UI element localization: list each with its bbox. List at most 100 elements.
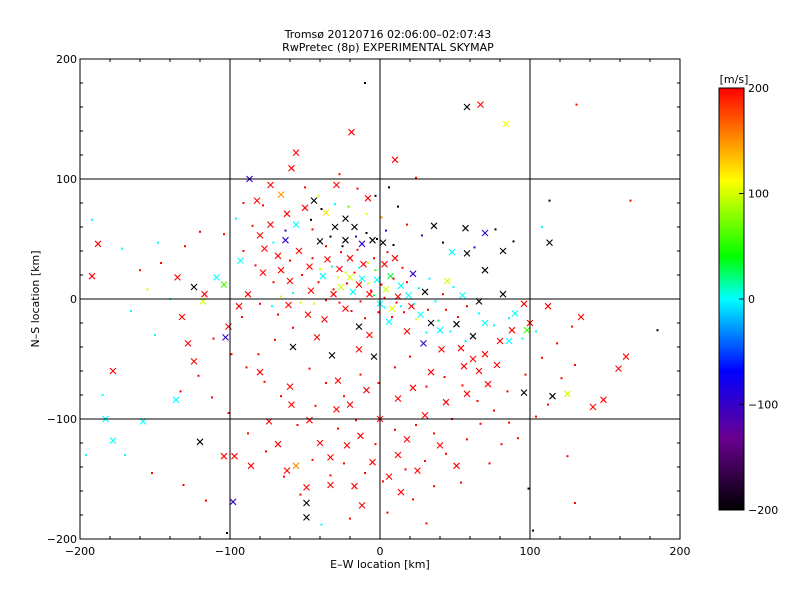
- data-point-cross: [391, 254, 399, 262]
- data-point-cross: [363, 386, 370, 394]
- data-point-dot: [356, 248, 359, 251]
- data-point-cross: [382, 286, 390, 293]
- data-point-dot: [329, 235, 332, 238]
- data-point-dot: [506, 390, 509, 393]
- data-point-cross: [469, 355, 477, 363]
- data-point-dot: [380, 216, 383, 219]
- data-point-dot: [376, 238, 378, 240]
- data-point-cross: [421, 288, 429, 296]
- data-point-dot: [500, 443, 503, 446]
- data-point-dot: [392, 244, 395, 246]
- data-point-dot: [385, 229, 387, 232]
- data-point-dot: [349, 517, 351, 520]
- data-point-cross: [222, 334, 229, 341]
- data-point-cross: [391, 156, 399, 164]
- chart-title: Tromsø 20120716 02:06:00–02:07:43: [284, 28, 492, 41]
- data-point-dot: [304, 186, 306, 189]
- data-point-dot: [473, 246, 476, 249]
- data-point-cross: [459, 292, 466, 299]
- data-point-cross: [256, 232, 264, 239]
- data-point-dot: [415, 176, 417, 179]
- data-point-dot: [442, 293, 444, 296]
- data-point-cross: [442, 398, 450, 406]
- data-point-cross: [349, 288, 357, 296]
- data-point-dot: [517, 437, 519, 440]
- data-point-cross: [457, 344, 465, 352]
- data-point-dot: [274, 338, 276, 341]
- data-point-cross: [511, 310, 519, 317]
- data-point-cross: [421, 412, 429, 419]
- colorbar-tick-label: −200: [748, 504, 778, 517]
- y-tick-label: 0: [70, 293, 77, 306]
- data-point-cross: [373, 276, 381, 284]
- data-point-dot: [332, 288, 335, 291]
- data-point-dot: [377, 382, 380, 384]
- data-point-cross: [303, 484, 310, 491]
- data-point-cross: [369, 458, 376, 466]
- data-point-dot: [574, 364, 576, 366]
- data-point-cross: [327, 481, 334, 489]
- data-point-dot: [242, 250, 245, 252]
- data-point-dot: [359, 373, 362, 376]
- data-point-dot: [292, 326, 294, 329]
- data-point-cross: [196, 438, 204, 446]
- data-point-cross: [346, 254, 354, 262]
- data-point-cross: [381, 260, 388, 268]
- data-point-cross: [358, 240, 366, 248]
- colorbar: [m/s] 200 100 0 −100 −200: [718, 73, 778, 517]
- data-point-cross: [337, 283, 345, 291]
- data-point-cross: [549, 392, 556, 400]
- data-point-cross: [436, 326, 444, 334]
- data-point-cross: [303, 514, 310, 521]
- data-point-cross: [274, 440, 282, 448]
- data-point-cross: [178, 313, 186, 321]
- data-point-cross: [286, 383, 294, 390]
- data-point-dot: [415, 318, 417, 321]
- data-point-cross: [277, 191, 285, 198]
- data-point-dot: [424, 460, 426, 462]
- data-point-cross: [289, 343, 297, 351]
- data-point-dot: [284, 229, 287, 232]
- data-point-dot: [406, 223, 408, 226]
- data-point-dot: [445, 308, 447, 311]
- data-point-cross: [481, 229, 489, 237]
- data-point-dot: [341, 245, 344, 248]
- data-point-dot: [373, 294, 375, 297]
- data-point-cross: [342, 215, 349, 222]
- data-point-cross: [330, 290, 337, 298]
- data-point-cross: [303, 499, 310, 507]
- data-point-dot: [413, 302, 416, 305]
- data-point-dot: [271, 305, 273, 308]
- data-point-dot: [374, 194, 377, 197]
- data-point-cross: [283, 210, 291, 218]
- data-point-cross: [319, 272, 327, 280]
- data-point-cross: [364, 194, 372, 202]
- data-point-dot: [277, 313, 279, 316]
- data-point-dot: [289, 259, 291, 262]
- data-point-cross: [546, 239, 553, 246]
- data-point-cross: [324, 256, 331, 263]
- data-point-dot: [386, 511, 389, 514]
- data-point-cross: [237, 257, 244, 264]
- data-point-cross: [295, 247, 303, 255]
- grid-lines: [80, 59, 680, 539]
- data-point-cross: [220, 452, 228, 460]
- data-point-cross: [225, 323, 232, 330]
- data-point-dot: [571, 325, 573, 328]
- data-point-cross: [453, 320, 460, 328]
- data-point-cross: [385, 318, 393, 326]
- data-point-dot: [365, 212, 368, 215]
- data-point-dot: [325, 382, 327, 384]
- data-point-dot: [566, 455, 569, 458]
- data-point-dot: [374, 269, 377, 272]
- data-point-dot: [337, 276, 339, 279]
- data-point-cross: [88, 272, 96, 280]
- data-point-dot: [320, 523, 323, 526]
- data-point-dot: [412, 498, 414, 501]
- data-point-dot: [343, 462, 345, 465]
- data-point-dot: [391, 316, 393, 318]
- data-point-dot: [121, 247, 123, 250]
- data-point-cross: [475, 367, 483, 375]
- data-point-dot: [418, 287, 420, 290]
- data-point-cross: [355, 346, 363, 353]
